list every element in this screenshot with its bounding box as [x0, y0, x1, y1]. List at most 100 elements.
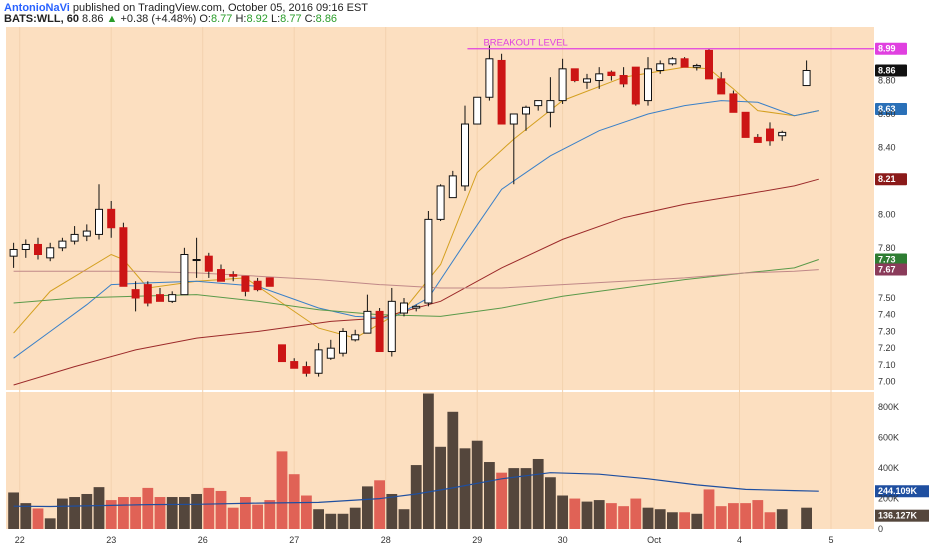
volume-bar	[703, 489, 715, 529]
candle	[741, 111, 750, 138]
volume-bar	[105, 500, 117, 529]
volume-bar	[545, 477, 556, 529]
svg-text:8.86: 8.86	[878, 65, 896, 75]
volume-bar	[44, 518, 56, 529]
moving-average-tag: 8.21	[875, 173, 907, 186]
candle	[461, 105, 469, 191]
time-tick-label: 28	[381, 535, 391, 545]
candle	[692, 63, 701, 71]
candle	[595, 67, 604, 89]
volume-bar	[20, 503, 32, 529]
time-tick-label: 22	[15, 535, 25, 545]
candle	[278, 344, 286, 363]
volume-bar	[288, 474, 300, 529]
volume-bar	[57, 498, 68, 529]
time-axis[interactable]	[6, 530, 874, 550]
volume-bar	[484, 462, 495, 529]
candle	[217, 264, 225, 282]
candle	[497, 53, 506, 125]
svg-text:8.99: 8.99	[878, 44, 896, 54]
volume-bar	[203, 487, 215, 529]
candle	[522, 105, 530, 131]
volume-bar	[435, 446, 446, 529]
candle	[290, 358, 299, 369]
volume-bar	[764, 512, 776, 529]
candle	[668, 57, 677, 66]
moving-average-tag: 7.73	[875, 253, 907, 266]
volume-bar	[679, 512, 690, 529]
candle	[241, 275, 250, 297]
candle	[265, 277, 274, 287]
candle	[375, 308, 384, 353]
time-tick-label: 4	[737, 535, 742, 545]
candle	[717, 72, 726, 95]
volume-bar	[301, 495, 312, 529]
symbol-label: BATS:WLL, 60	[4, 13, 79, 25]
volume-bar	[191, 493, 202, 529]
candles	[9, 45, 811, 377]
price-tick-label: 7.40	[878, 310, 896, 320]
candle	[412, 304, 421, 312]
volume-average-tag: 244.109K	[875, 485, 929, 498]
volume-bar	[142, 487, 154, 529]
up-arrow-icon: ▲	[106, 13, 118, 25]
candle	[802, 60, 811, 87]
price-tick-label: 8.00	[878, 209, 896, 219]
candle	[70, 226, 79, 245]
low-value: 8.77	[280, 13, 302, 25]
candle	[95, 184, 103, 240]
candle	[363, 294, 372, 334]
candle	[619, 67, 628, 88]
volume-bar	[374, 480, 385, 529]
volume-bar	[423, 393, 434, 529]
candle	[656, 60, 665, 74]
price-tick-label: 7.00	[878, 377, 896, 387]
time-tick-label: 27	[289, 535, 299, 545]
volume-bar	[728, 503, 739, 529]
candle	[168, 291, 177, 304]
volume-bar	[667, 512, 678, 529]
volume-bar	[349, 507, 361, 529]
candle	[753, 134, 762, 143]
time-tick-label: 23	[106, 535, 116, 545]
author-name[interactable]: AntonioNaVi	[4, 2, 70, 14]
volume-bar	[410, 465, 422, 529]
candle	[351, 329, 360, 342]
candle	[778, 130, 787, 141]
volume-value-tag: 136.127K	[875, 509, 929, 522]
close-label: C:	[304, 13, 316, 25]
last-price: 8.86	[82, 13, 104, 25]
volume-bar	[215, 490, 227, 529]
volume-bar	[801, 507, 812, 529]
svg-text:136.127K: 136.127K	[878, 511, 918, 521]
high-label: H:	[235, 13, 247, 25]
volume-tick-label: 0	[878, 524, 883, 534]
candle	[534, 100, 543, 111]
price-change: +0.38 (+4.48%)	[120, 13, 197, 25]
price-tick-label: 7.20	[878, 343, 896, 353]
volume-bar	[776, 509, 788, 529]
price-axis[interactable]	[875, 27, 932, 530]
candle	[485, 45, 494, 101]
candle	[400, 297, 408, 317]
price-tick-label: 7.80	[878, 243, 896, 253]
candle	[436, 184, 445, 222]
candle	[107, 200, 116, 238]
price-tick-label: 7.30	[878, 326, 896, 336]
volume-bar	[459, 448, 471, 529]
candle	[119, 222, 128, 287]
volume-tick-label: 200K	[878, 494, 899, 504]
open-value: 8.77	[211, 13, 233, 25]
volume-bar	[8, 492, 19, 529]
candle	[82, 224, 91, 242]
svg-text:244.109K: 244.109K	[878, 486, 918, 496]
volume-tick-label: 400K	[878, 463, 899, 473]
price-tick-label: 7.10	[878, 360, 896, 370]
moving-average-line	[13, 269, 819, 289]
candle	[180, 247, 189, 296]
volume-bar	[362, 486, 373, 529]
candle	[9, 242, 18, 268]
candle	[34, 237, 42, 260]
candle	[46, 242, 55, 262]
